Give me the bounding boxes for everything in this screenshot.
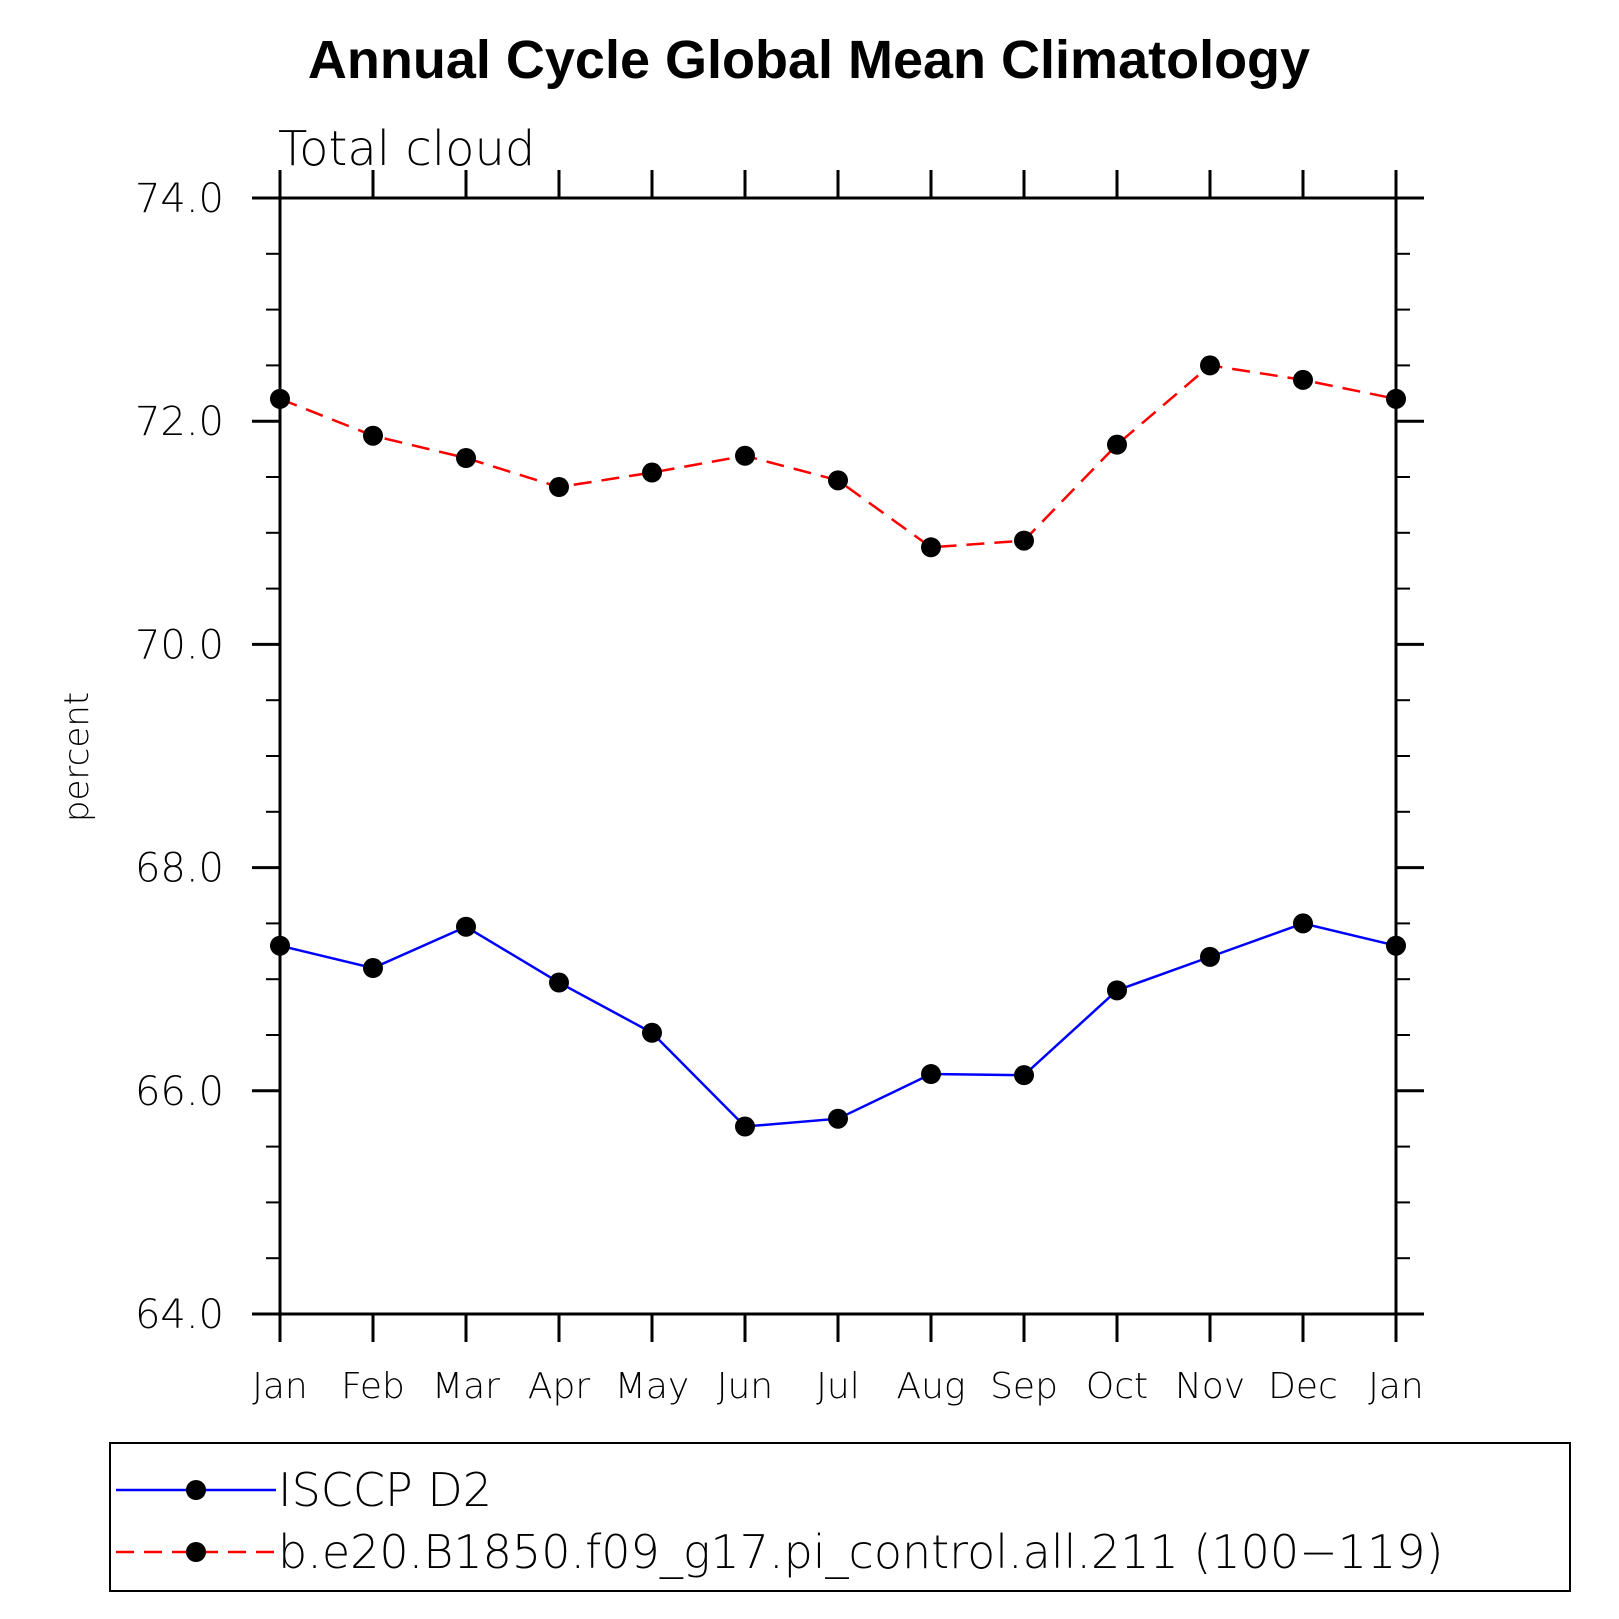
y-tick-labels: 64.0 66.0 68.0 70.0 72.0 74.0 bbox=[135, 176, 224, 1338]
y-tick-label: 72.0 bbox=[135, 399, 224, 445]
x-tick-label: Nov bbox=[1175, 1366, 1245, 1407]
x-tick-label: Oct bbox=[1086, 1366, 1148, 1407]
legend-items: ISCCP D2 b.e20.B1850.f09_g17.pi_control.a… bbox=[116, 1463, 1443, 1579]
x-tick-label: Jan bbox=[252, 1366, 308, 1407]
legend-label-2: b.e20.B1850.f09_g17.pi_control.all.211 (… bbox=[278, 1525, 1443, 1579]
x-tick-label: Feb bbox=[341, 1366, 405, 1407]
series-1-point bbox=[363, 958, 383, 979]
series-1-point bbox=[735, 1116, 755, 1137]
legend-marker-2 bbox=[186, 1542, 206, 1562]
series-2-point bbox=[1107, 434, 1127, 455]
series-2-point bbox=[921, 537, 941, 558]
series-2-point bbox=[735, 445, 755, 466]
series-1-point bbox=[270, 935, 290, 956]
y-tick-label: 68.0 bbox=[135, 846, 224, 892]
x-tick-label: May bbox=[615, 1366, 689, 1407]
series-2-point bbox=[1200, 355, 1220, 376]
legend: ISCCP D2 b.e20.B1850.f09_g17.pi_control.a… bbox=[109, 1442, 1571, 1592]
x-tick-label: Sep bbox=[990, 1366, 1058, 1407]
series-2-point bbox=[828, 470, 848, 491]
y-tick-label: 70.0 bbox=[135, 622, 224, 668]
y-tick-label: 64.0 bbox=[135, 1292, 224, 1338]
series-2-point bbox=[642, 462, 662, 483]
y-axis-label: percent bbox=[57, 692, 97, 822]
legend-marker-1 bbox=[186, 1480, 206, 1500]
series-1-point bbox=[1386, 935, 1406, 956]
plot-frame bbox=[278, 196, 1398, 1316]
series-line-1 bbox=[279, 922, 1397, 1128]
series-1-point bbox=[1293, 913, 1313, 934]
legend-label-1: ISCCP D2 bbox=[278, 1463, 492, 1517]
series-1-point bbox=[1200, 946, 1220, 967]
series-1-point bbox=[549, 972, 569, 993]
chart-title: Annual Cycle Global Mean Climatology bbox=[308, 30, 1310, 90]
series-2-point bbox=[1014, 530, 1034, 551]
series-line-2 bbox=[279, 364, 1397, 549]
series-2-point bbox=[456, 448, 476, 469]
series-2-point bbox=[549, 477, 569, 498]
series-1-point bbox=[828, 1108, 848, 1129]
x-tick-label: Apr bbox=[528, 1366, 590, 1407]
y-tick-label: 74.0 bbox=[135, 176, 224, 222]
series-2-point bbox=[1386, 388, 1406, 409]
axis-ticks bbox=[252, 170, 1424, 1342]
series-2-point bbox=[1293, 369, 1313, 390]
x-tick-label: Jan bbox=[1368, 1366, 1424, 1407]
series-1-point bbox=[642, 1022, 662, 1043]
x-tick-label: Aug bbox=[896, 1366, 965, 1407]
series-group bbox=[270, 355, 1406, 1137]
series-1-point bbox=[1014, 1065, 1034, 1086]
series-1-point bbox=[456, 916, 476, 937]
chart-subtitle: Total cloud bbox=[278, 121, 535, 177]
legend-box bbox=[109, 1442, 1571, 1592]
series-2-point bbox=[363, 425, 383, 446]
series-2-point bbox=[270, 388, 290, 409]
x-tick-labels: Jan Feb Mar Apr May Jun Jul Aug Sep Oct Nov Dec Jan bbox=[252, 1366, 1424, 1407]
x-tick-label: Mar bbox=[432, 1366, 500, 1407]
y-tick-label: 66.0 bbox=[135, 1069, 224, 1115]
series-1-point bbox=[1107, 980, 1127, 1001]
series-1-point bbox=[921, 1064, 941, 1085]
x-tick-label: Jun bbox=[717, 1366, 773, 1407]
x-tick-label: Jul bbox=[816, 1366, 859, 1407]
x-tick-label: Dec bbox=[1268, 1366, 1338, 1407]
